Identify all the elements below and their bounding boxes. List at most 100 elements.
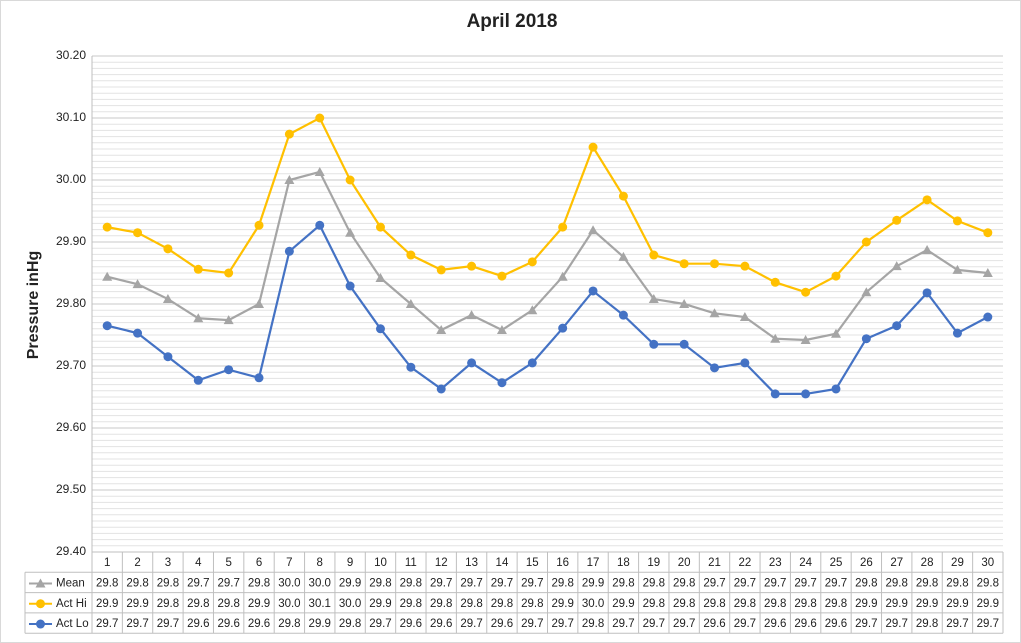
marker xyxy=(496,325,507,335)
marker xyxy=(527,305,538,315)
marker xyxy=(952,328,962,338)
table-cell: 29.8 xyxy=(157,598,179,610)
table-cell: 29.8 xyxy=(96,577,118,589)
marker xyxy=(557,271,568,281)
table-cell: 29.8 xyxy=(217,598,239,610)
x-tick-label: 24 xyxy=(799,557,812,569)
marker xyxy=(770,389,780,399)
table-cell: 29.9 xyxy=(248,598,270,610)
x-tick-label: 30 xyxy=(981,557,994,569)
table-cell: 29.8 xyxy=(248,577,270,589)
y-tick-label: 29.50 xyxy=(56,482,86,496)
table-cell: 29.8 xyxy=(491,598,513,610)
legend-label: Mean xyxy=(56,577,85,589)
marker xyxy=(618,310,628,320)
table-cell: 29.6 xyxy=(703,618,725,630)
table-cell: 29.8 xyxy=(673,577,695,589)
marker xyxy=(588,225,599,235)
marker xyxy=(133,228,143,238)
table-cell: 29.8 xyxy=(977,577,999,589)
y-tick-label: 30.20 xyxy=(56,48,86,62)
marker xyxy=(193,264,203,274)
table-cell: 29.8 xyxy=(521,598,543,610)
table-cell: 29.6 xyxy=(794,618,816,630)
table-cell: 29.9 xyxy=(946,598,968,610)
marker xyxy=(223,315,234,325)
x-tick-label: 6 xyxy=(256,557,262,569)
marker xyxy=(345,281,355,291)
x-tick-label: 7 xyxy=(286,557,292,569)
x-tick-label: 11 xyxy=(405,557,417,569)
table-cell: 29.7 xyxy=(491,577,513,589)
marker xyxy=(649,339,659,349)
x-tick-label: 3 xyxy=(165,557,171,569)
y-tick-label: 29.90 xyxy=(56,234,86,248)
marker xyxy=(284,175,295,184)
table-cell: 29.8 xyxy=(126,577,148,589)
marker xyxy=(922,195,932,205)
y-tick-label: 29.60 xyxy=(56,420,86,434)
table-cell: 29.7 xyxy=(673,618,695,630)
legend-label: Act Hi xyxy=(56,598,87,610)
x-tick-label: 8 xyxy=(317,557,323,569)
y-tick-label: 30.10 xyxy=(56,110,86,124)
table-cell: 29.8 xyxy=(551,577,573,589)
table-cell: 29.8 xyxy=(764,598,786,610)
marker xyxy=(801,389,811,399)
x-tick-label: 26 xyxy=(860,557,873,569)
table-cell: 29.7 xyxy=(825,577,847,589)
table-cell: 29.8 xyxy=(430,598,452,610)
table-cell: 29.7 xyxy=(521,618,543,630)
x-tick-label: 19 xyxy=(647,557,660,569)
table-cell: 29.7 xyxy=(217,577,239,589)
marker xyxy=(436,325,447,335)
marker xyxy=(224,365,234,375)
marker xyxy=(588,142,598,152)
marker xyxy=(922,288,932,298)
marker xyxy=(892,215,902,225)
marker xyxy=(527,257,537,267)
table-cell: 29.7 xyxy=(460,577,482,589)
x-tick-label: 22 xyxy=(738,557,751,569)
table-cell: 29.9 xyxy=(886,598,908,610)
table-cell: 29.8 xyxy=(400,598,422,610)
marker xyxy=(983,312,993,322)
marker xyxy=(983,228,993,238)
marker xyxy=(497,378,507,388)
marker xyxy=(801,287,811,297)
marker xyxy=(315,220,325,230)
table-cell: 29.8 xyxy=(643,577,665,589)
marker xyxy=(558,323,568,333)
table-cell: 29.7 xyxy=(551,618,573,630)
marker xyxy=(133,328,143,338)
marker xyxy=(163,244,173,254)
table-cell: 29.7 xyxy=(612,618,634,630)
marker xyxy=(588,286,598,296)
table-cell: 29.7 xyxy=(187,577,209,589)
x-tick-label: 23 xyxy=(769,557,782,569)
marker xyxy=(345,175,355,185)
x-tick-label: 4 xyxy=(195,557,202,569)
x-tick-label: 29 xyxy=(951,557,964,569)
marker xyxy=(558,222,568,232)
marker xyxy=(284,129,294,139)
marker xyxy=(102,321,112,331)
marker xyxy=(436,265,446,275)
table-cell: 29.9 xyxy=(126,598,148,610)
marker xyxy=(831,384,841,394)
legend-marker xyxy=(35,578,46,588)
table-cell: 29.7 xyxy=(764,577,786,589)
marker xyxy=(314,166,325,176)
table-cell: 29.8 xyxy=(369,577,391,589)
table-cell: 29.6 xyxy=(400,618,422,630)
marker xyxy=(162,294,173,304)
marker xyxy=(102,222,112,232)
table-cell: 29.8 xyxy=(612,577,634,589)
x-tick-label: 12 xyxy=(435,557,448,569)
marker xyxy=(831,271,841,281)
table-cell: 29.8 xyxy=(916,577,938,589)
marker xyxy=(193,375,203,385)
table-cell: 29.7 xyxy=(430,577,452,589)
marker xyxy=(102,271,113,281)
legend-marker xyxy=(36,599,45,609)
